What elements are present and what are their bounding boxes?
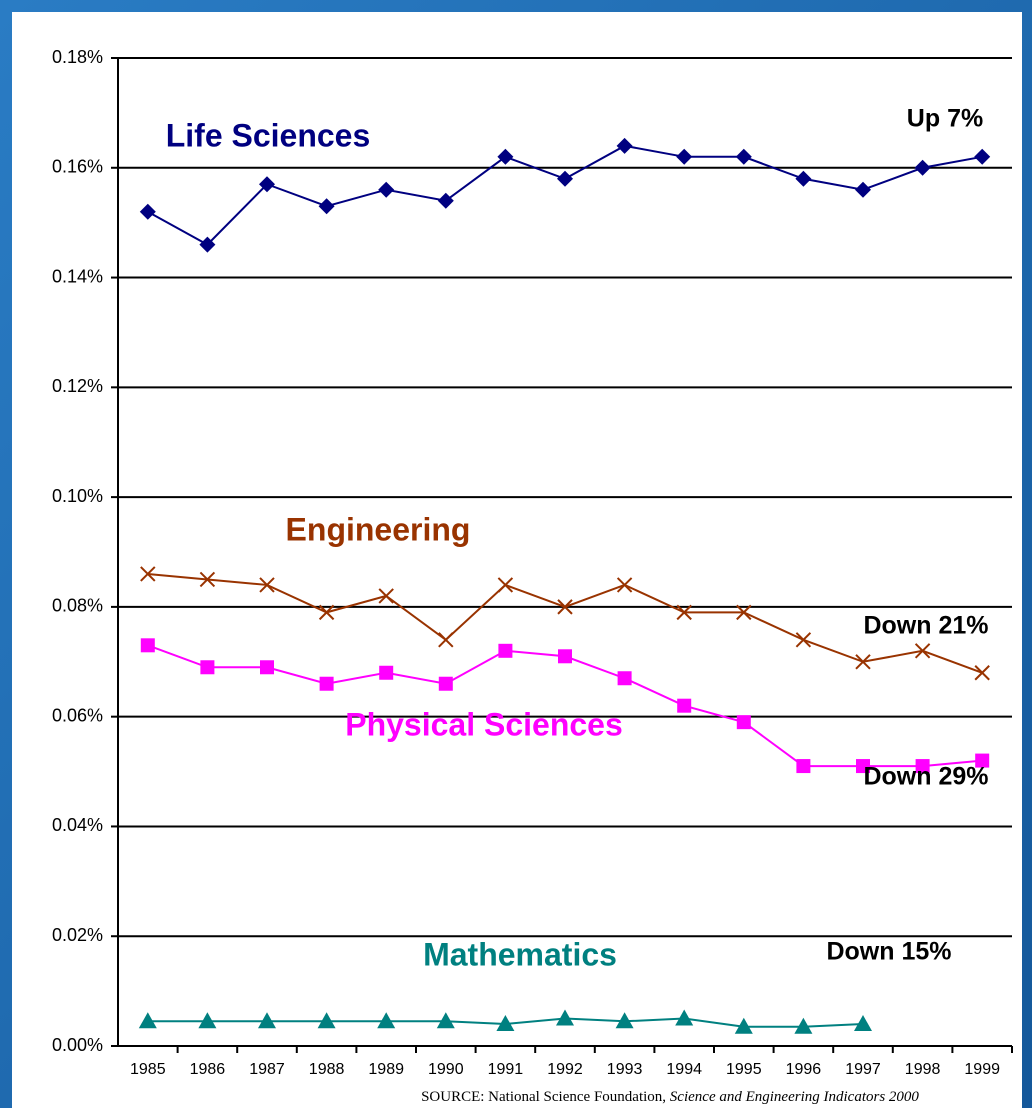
marker (319, 676, 334, 691)
marker (317, 1012, 336, 1029)
annotation: Up 7% (907, 105, 983, 133)
marker (796, 759, 811, 774)
marker (258, 1012, 276, 1029)
x-tick-label: 1991 (488, 1061, 524, 1078)
source: SOURCE: National Science Foundation, (421, 1089, 670, 1105)
marker (497, 577, 514, 593)
x-tick-label: 1992 (547, 1061, 583, 1078)
marker (856, 759, 870, 774)
x-tick-label: 1988 (309, 1061, 345, 1078)
marker (675, 1009, 694, 1026)
x-tick-label: 1989 (368, 1061, 404, 1078)
series-label: Mathematics (423, 936, 617, 972)
x-tick-label: 1997 (845, 1061, 881, 1078)
marker (795, 170, 812, 187)
marker (260, 660, 274, 675)
marker (199, 571, 216, 588)
marker (676, 604, 692, 621)
x-tick-label: 1986 (190, 1061, 226, 1078)
marker (914, 643, 931, 659)
y-tick-label: 0.06% (52, 705, 103, 725)
marker (198, 1012, 217, 1029)
marker (259, 176, 275, 193)
marker (855, 654, 871, 670)
marker (794, 1017, 813, 1034)
marker (438, 676, 453, 691)
marker (438, 632, 454, 648)
y-tick-label: 0.16% (52, 157, 103, 177)
x-tick-label: 1985 (130, 1061, 166, 1078)
marker (915, 759, 930, 774)
marker (318, 604, 335, 621)
source-title: Science and Engineering Indicators 2000 (670, 1089, 920, 1105)
y-tick-label: 0.08% (52, 596, 103, 616)
chart-panel (12, 12, 1022, 1108)
marker (496, 1015, 515, 1032)
marker (854, 1015, 872, 1032)
series-label: Engineering (286, 511, 471, 547)
marker (140, 566, 156, 582)
annotation: Down 15% (826, 938, 951, 966)
y-tick-label: 0.18% (52, 47, 103, 67)
marker (914, 159, 931, 176)
marker (436, 1012, 455, 1029)
y-tick-label: 0.14% (52, 266, 103, 286)
marker (497, 148, 514, 165)
x-tick-label: 1993 (607, 1061, 643, 1078)
x-tick-label: 1996 (786, 1061, 822, 1078)
marker (377, 1012, 396, 1029)
marker (437, 192, 454, 209)
marker (498, 643, 513, 658)
x-tick-label: 1998 (905, 1061, 941, 1078)
marker (736, 715, 751, 730)
marker (617, 671, 632, 686)
marker (200, 660, 215, 675)
marker (259, 577, 275, 593)
y-tick-label: 0.04% (52, 815, 103, 835)
y-tick-label: 0.12% (52, 376, 103, 396)
marker (139, 203, 156, 220)
marker (795, 632, 812, 648)
marker (556, 1009, 574, 1026)
marker (974, 148, 991, 165)
x-tick-label: 1987 (249, 1061, 285, 1078)
marker (616, 577, 633, 593)
annotation: Down 29% (863, 763, 988, 791)
marker (557, 170, 573, 187)
marker (138, 1012, 157, 1029)
marker (676, 148, 693, 165)
x-tick-label: 1999 (964, 1061, 1000, 1078)
marker (615, 1012, 634, 1029)
marker (378, 588, 394, 604)
marker (974, 665, 990, 681)
marker (734, 1017, 753, 1034)
marker (677, 698, 692, 713)
marker (975, 753, 990, 768)
series-label: Life Sciences (166, 117, 371, 153)
marker (558, 649, 572, 664)
marker (378, 181, 395, 198)
series-label: Physical Sciences (345, 706, 623, 742)
marker (855, 181, 871, 198)
y-tick-label: 0.10% (52, 486, 103, 506)
marker (318, 198, 335, 215)
marker (199, 236, 216, 253)
marker (616, 137, 633, 154)
marker (140, 638, 155, 653)
y-tick-label: 0.02% (52, 925, 103, 945)
marker (736, 604, 752, 621)
annotation: Down 21% (863, 612, 988, 640)
marker (557, 599, 573, 615)
x-tick-label: 1990 (428, 1061, 464, 1078)
marker (379, 665, 394, 680)
source-note: SOURCE: National Science Foundation, Sci… (421, 1089, 919, 1105)
x-tick-label: 1994 (666, 1061, 702, 1078)
y-tick-label: 0.00% (52, 1035, 103, 1055)
marker (735, 148, 752, 165)
x-tick-label: 1995 (726, 1061, 762, 1078)
